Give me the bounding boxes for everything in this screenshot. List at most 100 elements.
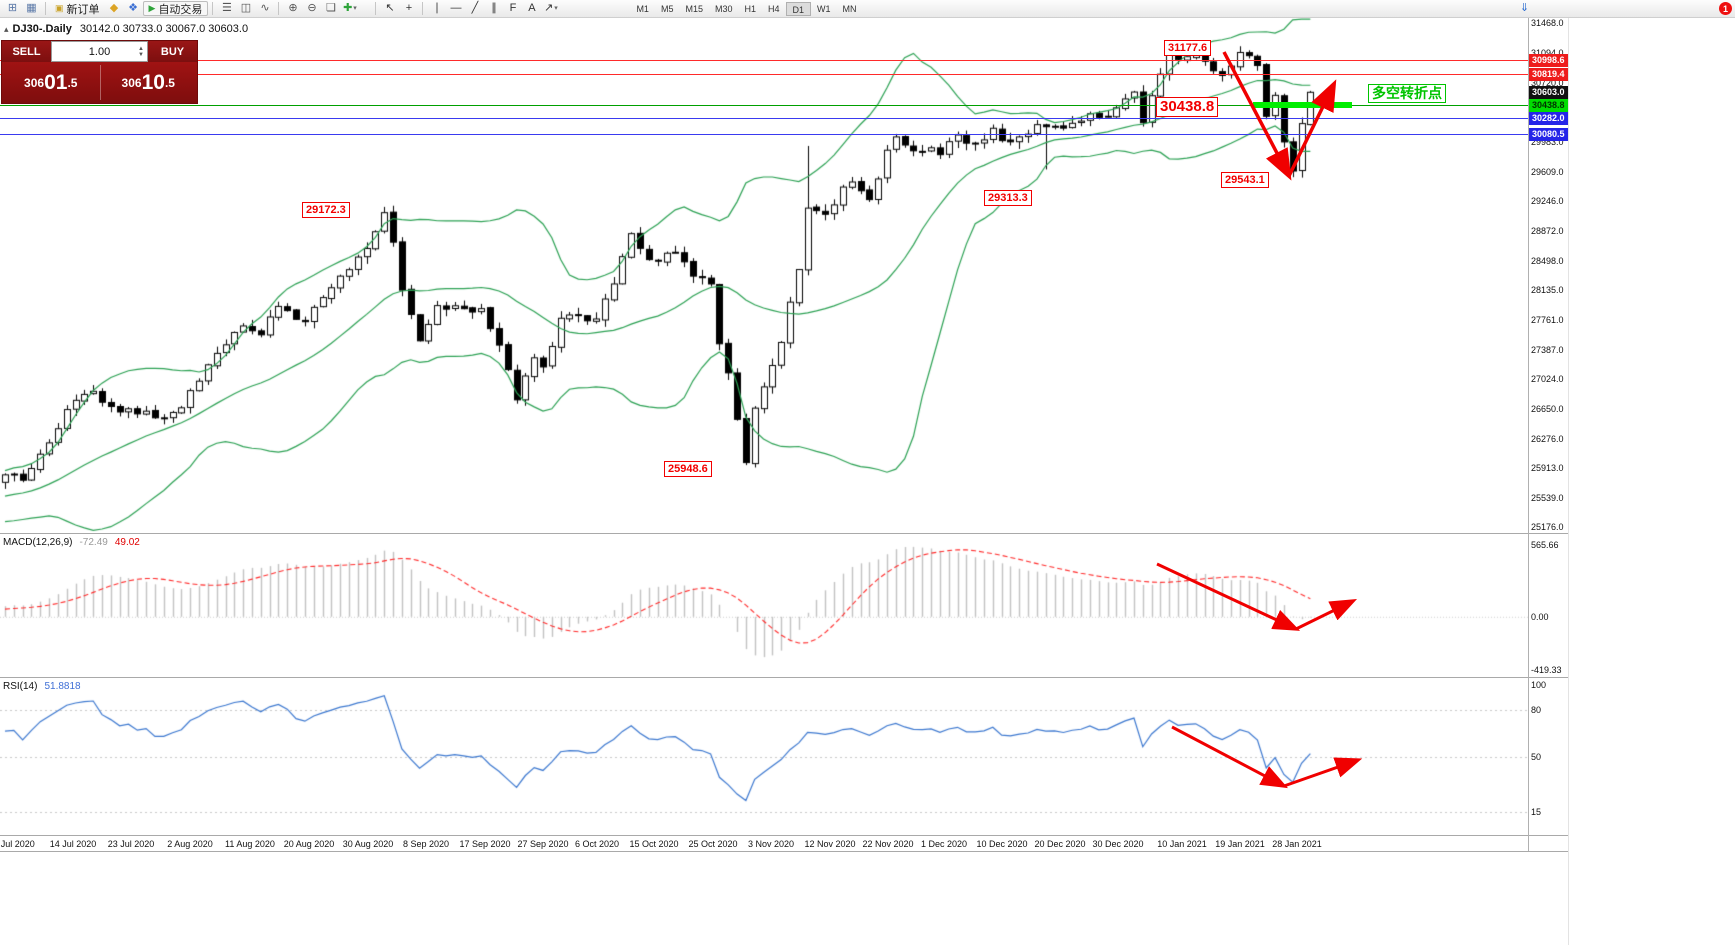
price-label-31177[interactable]: 31177.6: [1164, 40, 1212, 56]
time-axis-label: 28 Jan 2021: [1272, 839, 1322, 849]
price-label-29172[interactable]: 29172.3: [302, 202, 350, 218]
pivot-line-30438[interactable]: [0, 104, 1528, 106]
timeframe-w1[interactable]: W1: [817, 3, 831, 14]
price-axis-label: 26650.0: [1531, 403, 1564, 414]
auto-trading-button[interactable]: ▶ 自动交易: [142, 1, 209, 16]
price-axis-label: 26276.0: [1531, 433, 1564, 444]
toolbar-separator: [375, 2, 377, 15]
profiles-icon[interactable]: ▦: [26, 2, 37, 14]
new-order-button-label: 新订单: [66, 3, 100, 16]
price-axis-label: 29983.0: [1531, 136, 1564, 147]
sell-button[interactable]: SELL: [2, 41, 51, 62]
panel-separator[interactable]: [0, 851, 1568, 852]
sell-price-button[interactable]: 306 01.5: [2, 62, 100, 103]
price-label-29543[interactable]: 29543.1: [1221, 172, 1269, 188]
macd-main-value: -72.49: [79, 537, 108, 548]
zoom-in-icon[interactable]: ⊕: [288, 2, 298, 14]
timeframe-h4[interactable]: H4: [768, 3, 780, 14]
price-fraction-digit: .5: [164, 75, 175, 90]
fibonacci-icon[interactable]: F: [509, 2, 517, 14]
panel-separator[interactable]: [0, 533, 1568, 534]
price-small-digits: 306: [24, 75, 45, 90]
resistance-line-30819[interactable]: [0, 74, 1528, 76]
bars-chart-type-icon[interactable]: ☰: [222, 2, 232, 14]
one-click-panel-toggle-icon[interactable]: ▴: [4, 24, 9, 34]
line-chart-type-icon[interactable]: ∿: [260, 2, 270, 14]
panel-separator[interactable]: [0, 677, 1568, 678]
tile-windows-icon[interactable]: ❏: [326, 2, 336, 14]
time-axis-label: 11 Aug 2020: [225, 839, 275, 849]
timeframe-m15[interactable]: M15: [685, 3, 703, 14]
dropdown-caret-icon[interactable]: ▾: [353, 5, 357, 12]
new-chart-icon[interactable]: ⊞: [7, 2, 18, 14]
macd-axis-label: 565.66: [1531, 540, 1559, 550]
time-axis-label: 30 Dec 2020: [1092, 839, 1144, 849]
zoom-out-icon[interactable]: ⊖: [307, 2, 317, 14]
time-axis-label: 30 Aug 2020: [342, 839, 394, 849]
buy-price-button[interactable]: 306 10.5: [100, 62, 198, 103]
turning-point-label[interactable]: 多空转折点: [1368, 84, 1446, 103]
price-tag: 30080.5: [1529, 127, 1568, 141]
price-chart-canvas[interactable]: [0, 0, 1568, 945]
timeframe-h1[interactable]: H1: [744, 3, 757, 14]
lot-increase-button[interactable]: ▲: [138, 45, 144, 52]
text-label-icon[interactable]: A: [528, 2, 536, 14]
arrows-tool-icon[interactable]: ↗ ▾: [544, 2, 558, 14]
timeframe-m5[interactable]: M5: [660, 3, 674, 14]
price-tag: 30998.6: [1529, 54, 1568, 68]
rsi-axis-label: 100: [1531, 680, 1547, 690]
axis-separator: [1528, 18, 1529, 851]
timeframe-m1[interactable]: M1: [636, 3, 649, 14]
rsi-label: RSI(14): [3, 681, 38, 692]
rsi-value: 51.8818: [44, 681, 81, 692]
timeframe-m30[interactable]: M30: [714, 3, 733, 14]
new-order-button[interactable]: ▣ 新订单: [50, 1, 105, 16]
price-tag: 30282.0: [1529, 111, 1568, 125]
horizontal-line-icon[interactable]: ―: [450, 2, 462, 14]
dropdown-caret-icon[interactable]: ▾: [554, 5, 558, 12]
support-line-30282[interactable]: [0, 117, 1528, 119]
macd-axis-label: -419.33: [1531, 665, 1562, 675]
time-axis-label: 10 Dec 2020: [976, 839, 1028, 849]
time-axis-label: 20 Dec 2020: [1034, 839, 1086, 849]
time-axis-label: 6 Oct 2020: [574, 839, 620, 849]
notification-badge[interactable]: 1: [1719, 2, 1732, 15]
symbol-name: DJ30-.Daily: [12, 23, 72, 35]
buy-button[interactable]: BUY: [148, 41, 197, 62]
crosshair-icon[interactable]: +: [405, 2, 413, 14]
trendline-icon[interactable]: ╱: [471, 2, 479, 14]
time-axis-label: 10 Jan 2021: [1157, 839, 1207, 849]
panel-separator[interactable]: [0, 835, 1568, 836]
cursor-icon[interactable]: ↖: [385, 2, 395, 14]
pivot-thick-segment[interactable]: [1253, 102, 1352, 109]
timeframe-d1[interactable]: D1: [785, 1, 812, 16]
time-axis-label: 3 Nov 2020: [747, 839, 795, 849]
candles-chart-type-icon[interactable]: ◫: [240, 2, 252, 14]
indicators-icon[interactable]: ✚ ▾: [343, 2, 357, 14]
depth-of-market-icon[interactable]: ❖: [128, 2, 138, 14]
scroll-to-end-icon[interactable]: ⇓: [1519, 2, 1530, 14]
vertical-line-icon[interactable]: ∣: [434, 2, 440, 14]
price-tag: 30438.8: [1529, 98, 1568, 112]
lot-size-input[interactable]: 1.00 ▲ ▼: [51, 41, 148, 62]
time-axis-label: 20 Aug 2020: [283, 839, 335, 849]
support-line-30080[interactable]: [0, 133, 1528, 135]
price-axis-label: 31468.0: [1531, 18, 1564, 28]
price-axis-label: 30720.0: [1531, 77, 1564, 88]
time-axis-label: 17 Sep 2020: [459, 839, 511, 849]
favorites-icon[interactable]: ◆: [109, 2, 119, 14]
price-big-digits: 01: [44, 71, 68, 94]
price-label-29313[interactable]: 29313.3: [984, 190, 1032, 206]
macd-label: MACD(12,26,9): [3, 537, 73, 548]
price-label-25948[interactable]: 25948.6: [664, 461, 712, 477]
auto-trading-button-label: 自动交易: [158, 3, 203, 16]
toolbar-separator: [212, 2, 214, 15]
equidistant-channel-icon[interactable]: ∥: [491, 2, 497, 14]
resistance-line-30998[interactable]: [0, 60, 1528, 62]
price-label-30438[interactable]: 30438.8: [1156, 97, 1219, 117]
price-axis-label: 25539.0: [1531, 492, 1564, 503]
time-axis-label: 1 Dec 2020: [920, 839, 968, 849]
timeframe-mn[interactable]: MN: [842, 3, 857, 14]
lot-decrease-button[interactable]: ▼: [138, 51, 144, 58]
